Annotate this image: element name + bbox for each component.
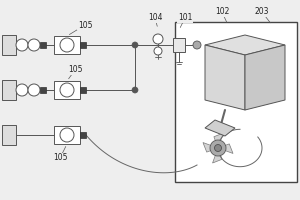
Circle shape xyxy=(132,42,138,48)
Text: 101: 101 xyxy=(178,14,192,22)
Circle shape xyxy=(16,84,28,96)
Circle shape xyxy=(60,38,74,52)
Text: 104: 104 xyxy=(148,14,162,22)
Circle shape xyxy=(153,34,163,44)
Circle shape xyxy=(132,87,138,93)
Text: 105: 105 xyxy=(78,21,92,29)
Bar xyxy=(80,87,86,93)
Bar xyxy=(175,22,297,182)
Text: 105: 105 xyxy=(53,154,67,162)
Circle shape xyxy=(28,84,40,96)
Polygon shape xyxy=(218,144,233,153)
Bar xyxy=(54,126,80,144)
Polygon shape xyxy=(205,45,245,110)
Polygon shape xyxy=(212,148,222,163)
Circle shape xyxy=(28,39,40,51)
Circle shape xyxy=(193,41,201,49)
Polygon shape xyxy=(245,45,285,110)
Bar xyxy=(40,42,46,48)
Circle shape xyxy=(60,83,74,97)
Text: 203: 203 xyxy=(255,7,269,17)
Circle shape xyxy=(154,47,162,55)
Polygon shape xyxy=(205,120,235,136)
Bar xyxy=(80,42,86,48)
Polygon shape xyxy=(203,143,218,152)
Text: 105: 105 xyxy=(68,66,82,74)
Circle shape xyxy=(214,144,221,152)
Circle shape xyxy=(16,39,28,51)
Bar xyxy=(2,80,16,100)
Circle shape xyxy=(210,140,226,156)
Bar xyxy=(173,38,185,52)
Polygon shape xyxy=(205,35,285,55)
Text: 102: 102 xyxy=(215,7,229,17)
Bar xyxy=(40,87,46,93)
Polygon shape xyxy=(214,133,224,148)
Circle shape xyxy=(60,128,74,142)
Bar xyxy=(54,36,80,54)
Bar xyxy=(80,132,86,138)
Bar xyxy=(54,81,80,99)
Bar xyxy=(2,125,16,145)
Bar xyxy=(2,35,16,55)
